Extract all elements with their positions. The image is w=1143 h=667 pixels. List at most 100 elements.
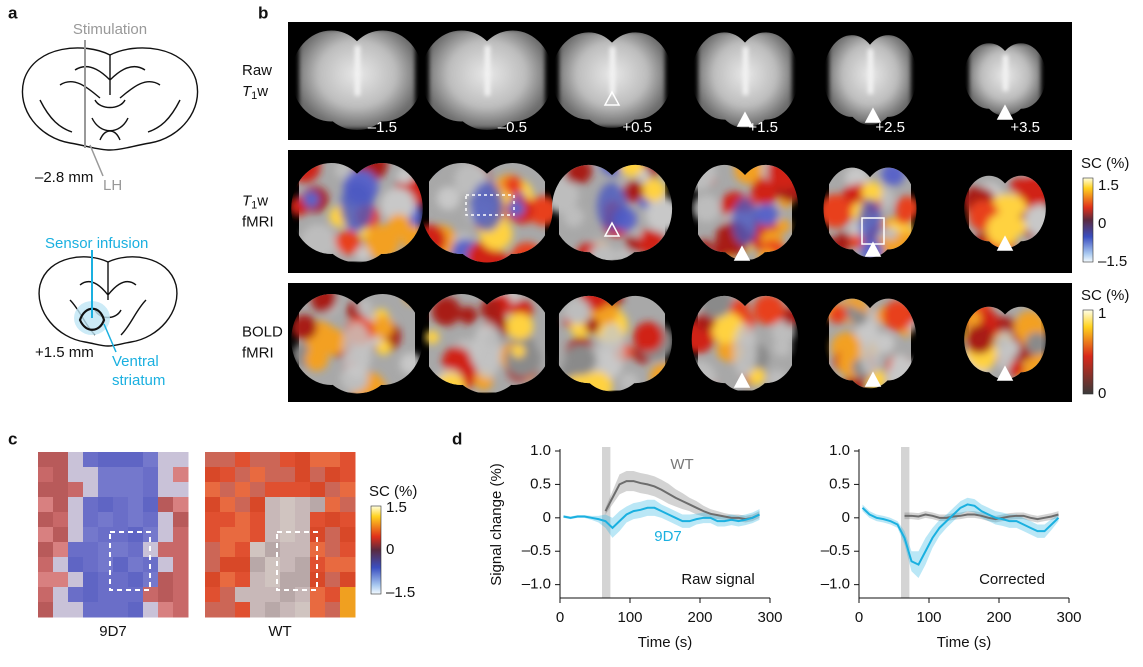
colorbar [371, 506, 381, 594]
heatmap-cell [98, 572, 114, 588]
heatmap-cell [250, 497, 266, 513]
heatmap-cell [325, 467, 341, 483]
heatmap-cell [250, 452, 266, 468]
annotation: Raw signal [681, 571, 754, 588]
heatmap-cell [53, 512, 69, 528]
heatmap-cell [53, 557, 69, 573]
activation-blob [776, 219, 790, 233]
heatmap-cell [98, 527, 114, 543]
heatmap-cell [143, 602, 159, 618]
heatmap-cell [98, 602, 114, 618]
colorbar-label: 1 [1098, 305, 1106, 322]
slice-label: +1.5 [748, 119, 778, 136]
heatmap-cell [128, 482, 144, 498]
heatmap-cell [113, 497, 129, 513]
heatmap-cell [158, 542, 174, 558]
slice-midline [485, 46, 490, 96]
heatmap-cell [113, 557, 129, 573]
heatmap-cell [235, 572, 251, 588]
y-tick-label: 0.5 [829, 475, 850, 492]
heatmap-cell [53, 467, 69, 483]
colorbar [1083, 310, 1093, 394]
heatmap-cell [235, 452, 251, 468]
heatmap-cell [98, 542, 114, 558]
row-label: fMRI [242, 213, 274, 230]
heatmap-cell [143, 497, 159, 513]
heatmap-cell [295, 482, 311, 498]
heatmap-cell [235, 512, 251, 528]
heatmap-cell [250, 467, 266, 483]
brain-atlas [22, 48, 197, 346]
heatmap-cell [173, 572, 189, 588]
row-label: T1w [242, 192, 268, 211]
row-label: BOLD [242, 323, 283, 340]
activation-blob [305, 347, 329, 371]
slice-midline [868, 49, 873, 94]
heatmap-cell [38, 557, 54, 573]
heatmap-cell [173, 512, 189, 528]
heatmap-cell [235, 602, 251, 618]
activation-blob [773, 339, 791, 357]
heatmap-cell [265, 572, 281, 588]
activation-blob [849, 235, 862, 248]
activation-blob [356, 247, 370, 261]
heatmap-cell [128, 497, 144, 513]
heatmap-cell [205, 602, 221, 618]
activation-blob [459, 306, 477, 324]
label-part: fMRI [242, 344, 274, 361]
heatmap-cell [340, 572, 356, 588]
heatmap-cell [98, 467, 114, 483]
annotation: Sensor infusion [45, 235, 148, 252]
x-tick-label: 100 [617, 609, 642, 626]
heatmap-cell [143, 482, 159, 498]
heatmap-cell [68, 602, 84, 618]
heatmap-cell [295, 542, 311, 558]
brain-slice [429, 29, 545, 129]
y-tick-label: –1.0 [821, 576, 850, 593]
coordinate: +1.5 mm [35, 344, 94, 361]
heatmap-cell [325, 542, 341, 558]
heatmap-cell [295, 527, 311, 543]
heatmap-cell [250, 587, 266, 603]
heatmap-cell [220, 542, 236, 558]
heatmap-cell [53, 572, 69, 588]
heatmap-cell [83, 482, 99, 498]
heatmap-cell [113, 452, 129, 468]
heatmap-cell [113, 602, 129, 618]
heatmap-cell [280, 482, 296, 498]
heatmap-cell [325, 602, 341, 618]
annotation: LH [103, 177, 122, 194]
heatmap-cell [235, 482, 251, 498]
heatmap-cell [68, 542, 84, 558]
x-tick-label: 300 [757, 609, 782, 626]
heatmap-cell [340, 497, 356, 513]
heatmap-cell [340, 452, 356, 468]
heatmap-cell [220, 467, 236, 483]
activation-blob [851, 310, 867, 326]
heatmap-cell [38, 452, 54, 468]
heatmap-cell [205, 482, 221, 498]
x-axis-label: Time (s) [638, 634, 692, 651]
heatmap-cell [220, 587, 236, 603]
label-part: w [256, 83, 268, 100]
heatmap-cell [340, 557, 356, 573]
activation-blob [895, 196, 919, 220]
heatmap-cell [250, 512, 266, 528]
y-tick-label: 1.0 [530, 442, 551, 459]
central-gray [996, 330, 1014, 371]
heatmap-cell [173, 527, 189, 543]
heatmap-cell [128, 527, 144, 543]
heatmap-cell [68, 572, 84, 588]
heatmap-cell [158, 512, 174, 528]
heatmap-cell [143, 467, 159, 483]
heatmap-cell [38, 542, 54, 558]
activation-blob [426, 330, 440, 344]
slice-midline [355, 46, 360, 96]
heatmap-cell [220, 482, 236, 498]
error-band [863, 498, 1059, 578]
negative-blob [470, 182, 503, 232]
heatmap-cell [205, 542, 221, 558]
heatmap-cell [158, 557, 174, 573]
y-tick-label: 0 [543, 509, 551, 526]
colorbar-label: 1.5 [1098, 177, 1119, 194]
